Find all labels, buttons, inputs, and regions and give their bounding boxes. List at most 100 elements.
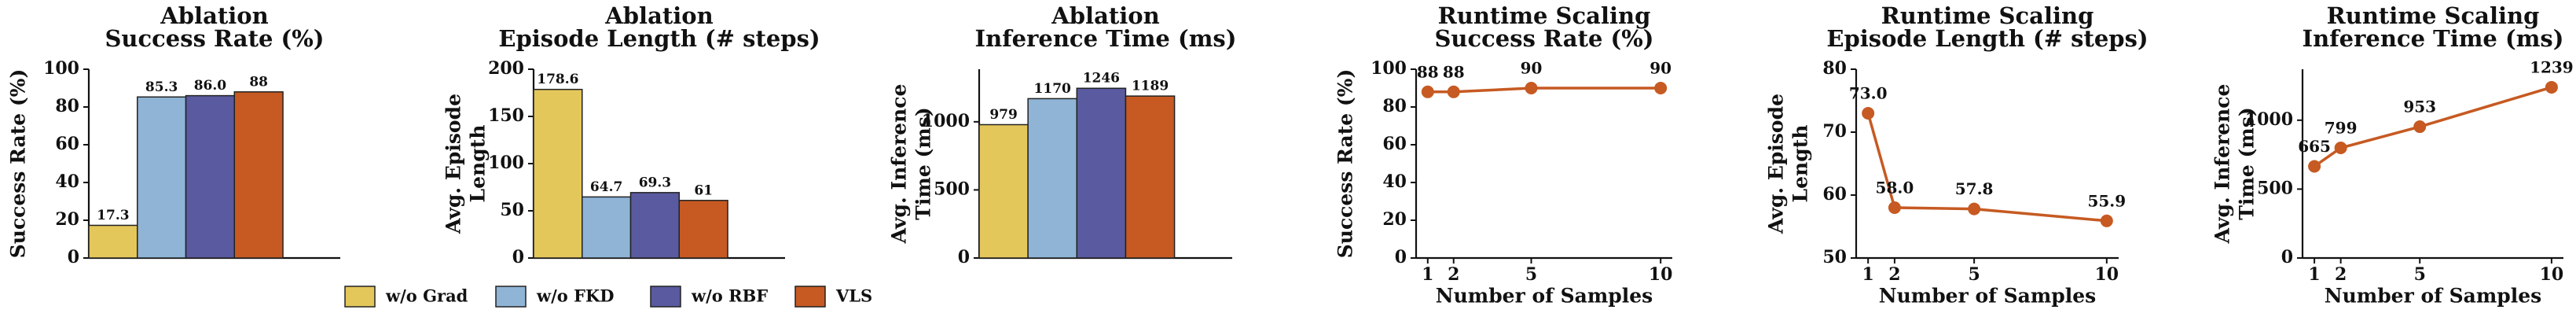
chart-title: Inference Time (ms) — [2303, 25, 2564, 52]
value-label: 85.3 — [145, 79, 178, 95]
bar — [1125, 95, 1176, 259]
bar — [1027, 98, 1078, 259]
value-label: 58.0 — [1876, 179, 1914, 197]
y-tick-label: 40 — [55, 171, 79, 192]
y-tick-label: 70 — [1822, 121, 1847, 142]
y-tick-label: 20 — [55, 209, 79, 230]
point — [2308, 160, 2321, 173]
line — [2314, 86, 2552, 168]
point — [1447, 85, 1460, 98]
point — [1525, 82, 1538, 94]
line — [1427, 87, 1661, 94]
y-tick-label: 60 — [1382, 134, 1407, 154]
value-label: 86.0 — [194, 78, 227, 94]
y-axis-label: Length — [467, 125, 490, 203]
y-tick-label: 100 — [1371, 58, 1407, 79]
chart-title: Ablation — [604, 2, 713, 29]
y-tick-label: 80 — [1822, 58, 1847, 79]
x-axis-label: Number of Samples — [2325, 285, 2542, 308]
value-label: 979 — [989, 107, 1018, 123]
x-tick-label: 5 — [1525, 264, 1537, 285]
value-label: 1189 — [1132, 79, 1169, 94]
legend-swatch — [495, 286, 527, 308]
point — [1968, 202, 1981, 216]
value-label: 88 — [249, 74, 268, 90]
bar — [233, 91, 284, 259]
y-axis-label: Success Rate (%) — [7, 69, 30, 259]
point — [2100, 214, 2113, 227]
chart-title: Inference Time (ms) — [975, 25, 1237, 52]
x-tick-label: 2 — [1448, 264, 1459, 285]
value-label: 61 — [694, 182, 713, 198]
point — [1862, 107, 1875, 120]
legend-label: w/o FKD — [536, 286, 614, 306]
legend-label: VLS — [835, 286, 872, 306]
bar — [533, 88, 583, 259]
x-tick-label: 10 — [1649, 264, 1673, 285]
y-tick-label: 50 — [1822, 247, 1847, 267]
value-label: 90 — [1649, 59, 1671, 78]
chart-title: Runtime Scaling — [1881, 2, 2094, 29]
bar — [1076, 87, 1127, 259]
bar — [185, 94, 236, 259]
x-tick-label: 10 — [2095, 264, 2119, 285]
chart-title: Ablation — [1051, 2, 1159, 29]
value-label: 799 — [2325, 119, 2358, 138]
value-label: 90 — [1521, 59, 1543, 78]
value-label: 953 — [2403, 98, 2436, 116]
chart-title: Runtime Scaling — [1438, 2, 1651, 29]
y-tick-label: 40 — [1382, 171, 1407, 192]
x-tick-label: 1 — [1422, 264, 1433, 285]
value-label: 55.9 — [2087, 191, 2126, 210]
value-label: 57.8 — [1955, 179, 1994, 198]
y-tick-label: 60 — [1822, 184, 1847, 205]
y-tick-label: 500 — [934, 179, 970, 199]
bar — [678, 200, 728, 259]
x-tick-label: 2 — [2335, 264, 2347, 285]
y-axis-label: Avg. Episode — [442, 94, 465, 234]
y-tick-label: 0 — [958, 247, 970, 267]
legend-label: w/o RBF — [691, 286, 768, 306]
y-tick-label: 100 — [43, 58, 79, 79]
bar — [137, 96, 187, 259]
line — [1866, 112, 2107, 223]
value-label: 1239 — [2530, 57, 2574, 76]
y-tick-label: 100 — [488, 153, 524, 173]
y-tick-label: 0 — [512, 247, 524, 267]
legend-swatch — [650, 286, 681, 308]
value-label: 1246 — [1083, 71, 1120, 87]
x-axis-label: Number of Samples — [1436, 285, 1653, 308]
y-axis-label: Time (ms) — [912, 107, 935, 219]
point — [2334, 142, 2347, 155]
y-tick-label: 1000 — [2245, 109, 2293, 130]
x-tick-label: 5 — [2414, 264, 2426, 285]
value-label: 88 — [1443, 62, 1465, 81]
point — [2545, 80, 2558, 94]
chart-title: Episode Length (# steps) — [498, 25, 820, 52]
y-tick-label: 0 — [1395, 247, 1407, 267]
value-label: 665 — [2298, 137, 2331, 156]
bar — [88, 224, 138, 259]
y-axis-label: Success Rate (%) — [1334, 69, 1357, 259]
point — [1654, 82, 1668, 94]
y-axis-label: Length — [1789, 125, 1812, 203]
value-label: 64.7 — [590, 179, 622, 195]
y-axis-label: Avg. Inference — [2211, 84, 2234, 245]
value-label: 1170 — [1034, 81, 1071, 97]
legend-label: w/o Grad — [385, 286, 468, 306]
y-axis-label: Avg. Inference — [888, 84, 911, 245]
legend-swatch — [794, 286, 826, 308]
y-tick-label: 500 — [2257, 178, 2293, 198]
value-label: 69.3 — [639, 175, 671, 190]
bar — [582, 196, 632, 259]
chart-title: Success Rate (%) — [1434, 25, 1653, 52]
value-label: 178.6 — [537, 72, 578, 87]
chart-title: Success Rate (%) — [105, 25, 324, 52]
y-tick-label: 200 — [488, 58, 524, 79]
value-label: 73.0 — [1849, 84, 1888, 103]
x-tick-label: 10 — [2540, 264, 2564, 285]
y-tick-label: 50 — [500, 200, 524, 220]
y-tick-label: 0 — [2281, 247, 2293, 267]
chart-title: Episode Length (# steps) — [1826, 25, 2148, 52]
value-label: 88 — [1417, 62, 1439, 81]
